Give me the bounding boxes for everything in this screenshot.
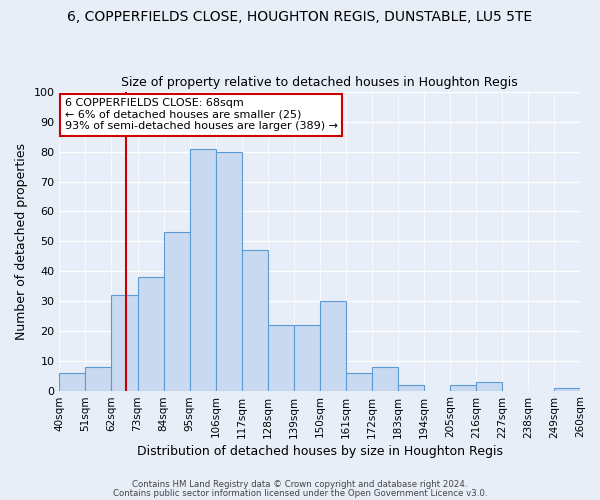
Bar — [164, 232, 190, 390]
Text: 6, COPPERFIELDS CLOSE, HOUGHTON REGIS, DUNSTABLE, LU5 5TE: 6, COPPERFIELDS CLOSE, HOUGHTON REGIS, D… — [67, 10, 533, 24]
Bar — [450, 384, 476, 390]
Bar — [215, 152, 242, 390]
Y-axis label: Number of detached properties: Number of detached properties — [15, 143, 28, 340]
Bar — [554, 388, 580, 390]
Bar — [85, 366, 112, 390]
Bar — [346, 372, 372, 390]
Bar — [398, 384, 424, 390]
Text: 6 COPPERFIELDS CLOSE: 68sqm
← 6% of detached houses are smaller (25)
93% of semi: 6 COPPERFIELDS CLOSE: 68sqm ← 6% of deta… — [65, 98, 338, 131]
Bar — [268, 325, 293, 390]
Title: Size of property relative to detached houses in Houghton Regis: Size of property relative to detached ho… — [121, 76, 518, 90]
Bar — [59, 372, 85, 390]
Text: Contains public sector information licensed under the Open Government Licence v3: Contains public sector information licen… — [113, 488, 487, 498]
X-axis label: Distribution of detached houses by size in Houghton Regis: Distribution of detached houses by size … — [137, 444, 503, 458]
Bar — [320, 301, 346, 390]
Bar — [476, 382, 502, 390]
Bar — [112, 295, 137, 390]
Text: Contains HM Land Registry data © Crown copyright and database right 2024.: Contains HM Land Registry data © Crown c… — [132, 480, 468, 489]
Bar — [293, 325, 320, 390]
Bar — [242, 250, 268, 390]
Bar — [372, 366, 398, 390]
Bar — [137, 277, 164, 390]
Bar — [190, 149, 215, 390]
